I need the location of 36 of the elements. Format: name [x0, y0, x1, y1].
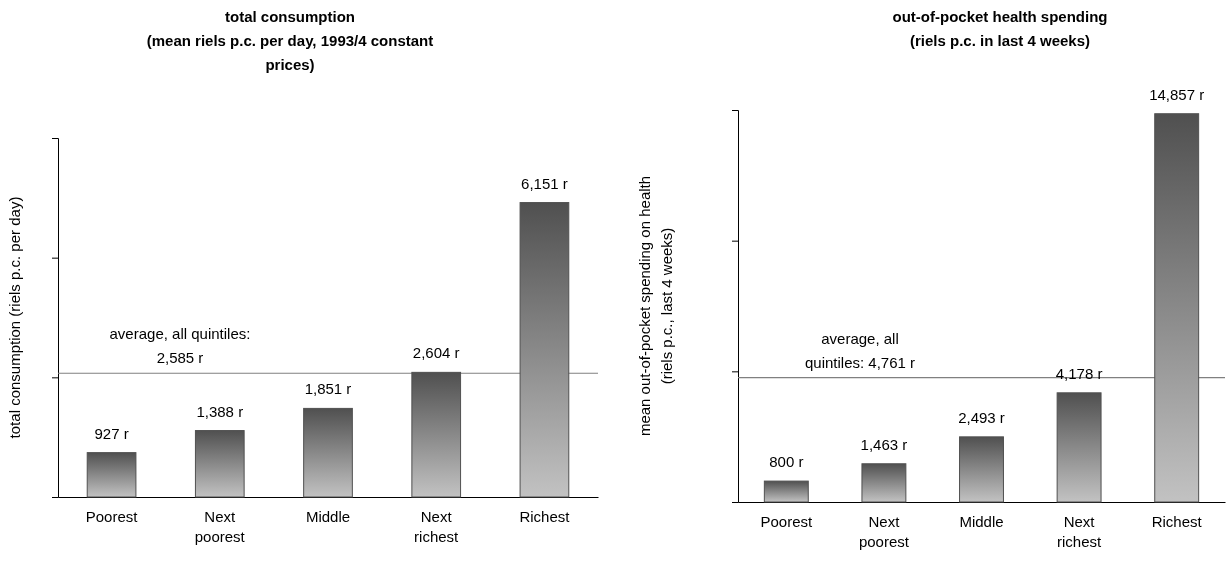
x-tick-label: Poorest — [760, 513, 813, 530]
data-label: 6,151 r — [521, 174, 568, 192]
x-tick-label: Next richest — [414, 508, 460, 545]
data-label: 1,388 r — [196, 402, 244, 420]
bar — [763, 480, 809, 503]
data-label: 14,857 r — [1149, 85, 1205, 103]
x-tick-label: Richest — [1151, 513, 1203, 530]
x-tick-label: Poorest — [85, 508, 139, 525]
ref-line-label: average, all quintiles: 4,761 r — [804, 329, 916, 371]
x-tick-label: Next poorest — [194, 508, 246, 545]
chart-title: out-of-pocket health spending (riels p.c. in last 4 weeks) — [892, 8, 1108, 49]
bar — [1154, 113, 1200, 503]
bar — [959, 436, 1004, 503]
x-tick-label: Next poorest — [858, 513, 910, 550]
bar — [519, 202, 570, 498]
chart-title: total consumption (mean riels p.c. per day, 1993/4 constant prices) — [146, 8, 434, 73]
y-axis-title: total consumption (riels p.c. per day) — [6, 196, 23, 439]
data-label: 927 r — [94, 424, 129, 442]
bar — [411, 371, 462, 498]
x-tick-label: Richest — [519, 508, 571, 525]
data-label: 1,851 r — [304, 380, 352, 398]
data-label: 1,463 r — [860, 435, 908, 453]
bar — [194, 430, 245, 498]
x-tick-label: Next richest — [1057, 513, 1103, 550]
x-tick-label: Middle — [959, 513, 1004, 530]
bar — [861, 463, 907, 503]
ref-line-label: average, all quintiles: 2,585 r — [109, 325, 251, 367]
data-label: 2,493 r — [958, 408, 1005, 426]
x-tick-label: Middle — [305, 508, 351, 525]
data-label: 800 r — [769, 453, 804, 471]
data-label: 4,178 r — [1055, 364, 1103, 382]
data-label: 2,604 r — [412, 344, 460, 362]
y-axis-title: mean out-of-pocket spending on health (riels p.c., last 4 weeks) — [636, 175, 675, 437]
bar — [1056, 392, 1102, 503]
bar — [303, 407, 353, 498]
bar — [86, 452, 137, 498]
